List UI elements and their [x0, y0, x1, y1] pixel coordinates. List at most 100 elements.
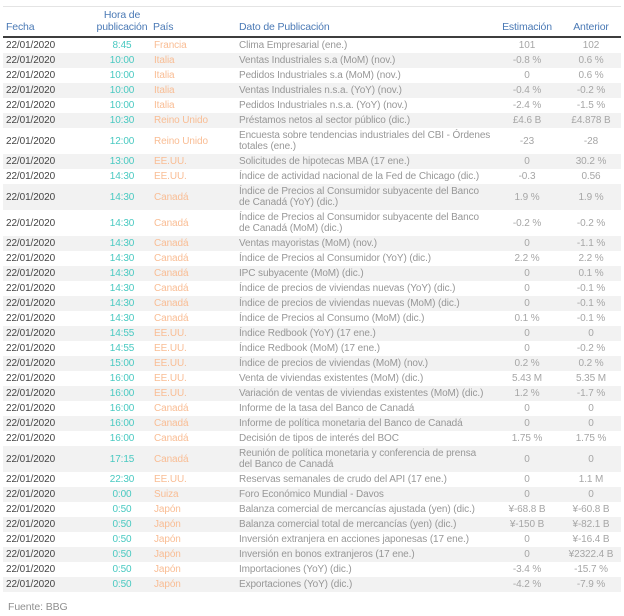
cell-estimacion: -3.4 % — [512, 564, 542, 575]
table-row: 22/01/2020 16:00 EE.UU. Venta de viviendas … — [3, 371, 621, 386]
cell-anterior: -15.7 % — [574, 564, 608, 575]
cell-fecha: 22/01/2020 — [6, 549, 56, 560]
cell-hora: 14:30 — [109, 298, 135, 309]
cell-pais: Japón — [154, 564, 181, 575]
cell-estimacion: 101 — [518, 40, 536, 51]
cell-pais: Suiza — [154, 489, 179, 500]
cell-estimacion: 0 — [524, 534, 530, 545]
table-row: 22/01/2020 14:30 Canadá Ventas mayoristas (… — [3, 236, 621, 251]
cell-pais: Italia — [154, 85, 175, 96]
cell-pais: Reino Unido — [154, 115, 208, 126]
cell-hora: 17:15 — [109, 453, 135, 465]
cell-dato: Variación de ventas de viviendas existen… — [239, 388, 484, 399]
column-header-dato: Dato de Publicación — [237, 6, 493, 38]
cell-pais: EE.UU. — [154, 171, 187, 182]
cell-fecha: 22/01/2020 — [6, 403, 56, 414]
table-row: 22/01/2020 10:00 Italia Ventas Industriales… — [3, 83, 621, 98]
cell-pais: Canadá — [154, 238, 189, 249]
table-row: 22/01/2020 16:00 EE.UU. Variación de ventas… — [3, 386, 621, 401]
table-row: 22/01/2020 10:00 Italia Pedidos Industriale… — [3, 98, 621, 113]
cell-hora: 15:00 — [109, 358, 135, 369]
cell-dato: Índice de Precios al Consumo (MoM) (dic.… — [239, 313, 425, 324]
cell-anterior: -7.9 % — [576, 579, 606, 590]
cell-hora: 14:55 — [109, 328, 135, 339]
cell-fecha: 22/01/2020 — [6, 534, 56, 545]
cell-dato: Informe de política monetaria del Banco … — [239, 418, 463, 429]
cell-hora: 0:50 — [112, 534, 132, 545]
cell-pais: Japón — [154, 549, 181, 560]
cell-dato: Venta de viviendas existentes (MoM) (dic… — [239, 373, 424, 384]
cell-dato: Pedidos Industriales s.a (MoM) (nov.) — [239, 70, 401, 81]
cell-estimacion: -0.4 % — [512, 85, 542, 96]
cell-dato: Préstamos netos al sector público (dic.) — [239, 115, 411, 126]
table-row: 22/01/2020 14:30 Canadá Índice de precios d… — [3, 296, 621, 311]
table-row: 22/01/2020 14:55 EE.UU. Índice Redbook (YoY… — [3, 326, 621, 341]
cell-pais: EE.UU. — [154, 328, 187, 339]
cell-fecha: 22/01/2020 — [6, 343, 56, 354]
column-header-anterior: Anterior — [561, 6, 621, 38]
cell-dato: Clima Empresarial (ene.) — [239, 40, 348, 51]
cell-anterior: 0.1 % — [578, 268, 604, 279]
cell-fecha: 22/01/2020 — [6, 474, 56, 485]
cell-anterior: 0 — [588, 453, 594, 465]
cell-anterior: 0.6 % — [578, 55, 604, 66]
cell-estimacion: 0.2 % — [514, 358, 540, 369]
cell-dato: Balanza comercial total de mercancías (y… — [239, 519, 457, 530]
cell-estimacion: 0 — [524, 474, 530, 485]
cell-pais: Canadá — [154, 298, 189, 309]
cell-fecha: 22/01/2020 — [6, 171, 56, 182]
cell-hora: 14:30 — [109, 238, 135, 249]
cell-pais: Canadá — [154, 283, 189, 294]
table-row: 22/01/2020 13:00 EE.UU. Solicitudes de hipo… — [3, 154, 621, 169]
cell-pais: Japón — [154, 504, 181, 515]
cell-pais: Canadá — [154, 217, 189, 229]
table-row: 22/01/2020 14:30 Canadá Índice de Precios a… — [3, 311, 621, 326]
cell-estimacion: 0 — [524, 268, 530, 279]
cell-pais: Japón — [154, 534, 181, 545]
cell-fecha: 22/01/2020 — [6, 253, 56, 264]
cell-pais: Canadá — [154, 268, 189, 279]
cell-fecha: 22/01/2020 — [6, 328, 56, 339]
cell-estimacion: 0 — [524, 489, 530, 500]
cell-anterior: -28 — [583, 135, 599, 147]
table-row: 22/01/2020 14:30 EE.UU. Índice de actividad… — [3, 169, 621, 184]
table-row: 22/01/2020 0:50 Japón Balanza comercial de … — [3, 502, 621, 517]
cell-hora: 10:00 — [109, 85, 135, 96]
cell-pais: Japón — [154, 579, 181, 590]
table-row: 22/01/2020 14:30 Canadá IPC subyacente (MoM… — [3, 266, 621, 281]
cell-hora: 16:00 — [109, 433, 135, 444]
cell-dato: Ventas Industriales n.s.a. (YoY) (nov.) — [239, 85, 402, 96]
cell-hora: 0:50 — [112, 549, 132, 560]
cell-fecha: 22/01/2020 — [6, 70, 56, 81]
cell-anterior: -0.1 % — [576, 298, 606, 309]
cell-hora: 0:50 — [112, 504, 132, 515]
cell-anterior: -0.2 % — [576, 85, 606, 96]
table-row: 22/01/2020 0:00 Suiza Foro Económico Mundia… — [3, 487, 621, 502]
cell-fecha: 22/01/2020 — [6, 388, 56, 399]
cell-estimacion: 0 — [524, 156, 530, 167]
cell-dato: Ventas Industriales s.a (MoM) (nov.) — [239, 55, 396, 66]
cell-dato: Exportaciones (YoY) (dic.) — [239, 579, 353, 590]
cell-dato: Índice Redbook (YoY) (17 ene.) — [239, 328, 376, 339]
cell-hora: 10:00 — [109, 70, 135, 81]
cell-fecha: 22/01/2020 — [6, 85, 56, 96]
cell-anterior: -0.2 % — [576, 343, 606, 354]
cell-hora: 10:30 — [109, 115, 135, 126]
cell-estimacion: 0 — [524, 238, 530, 249]
cell-pais: Italia — [154, 55, 175, 66]
cell-pais: Italia — [154, 100, 175, 111]
cell-fecha: 22/01/2020 — [6, 115, 56, 126]
cell-fecha: 22/01/2020 — [6, 433, 56, 444]
cell-estimacion: 0 — [524, 418, 530, 429]
table-row: 22/01/2020 17:15 Canadá Reunión de política… — [3, 446, 621, 472]
cell-hora: 16:00 — [109, 388, 135, 399]
cell-estimacion: 1.2 % — [514, 388, 540, 399]
cell-hora: 10:00 — [109, 100, 135, 111]
cell-estimacion: -2.4 % — [512, 100, 542, 111]
cell-hora: 22:30 — [109, 474, 135, 485]
cell-fecha: 22/01/2020 — [6, 156, 56, 167]
cell-fecha: 22/01/2020 — [6, 579, 56, 590]
cell-pais: Canadá — [154, 191, 189, 203]
cell-anterior: 2.2 % — [578, 253, 604, 264]
cell-hora: 14:30 — [109, 191, 135, 203]
